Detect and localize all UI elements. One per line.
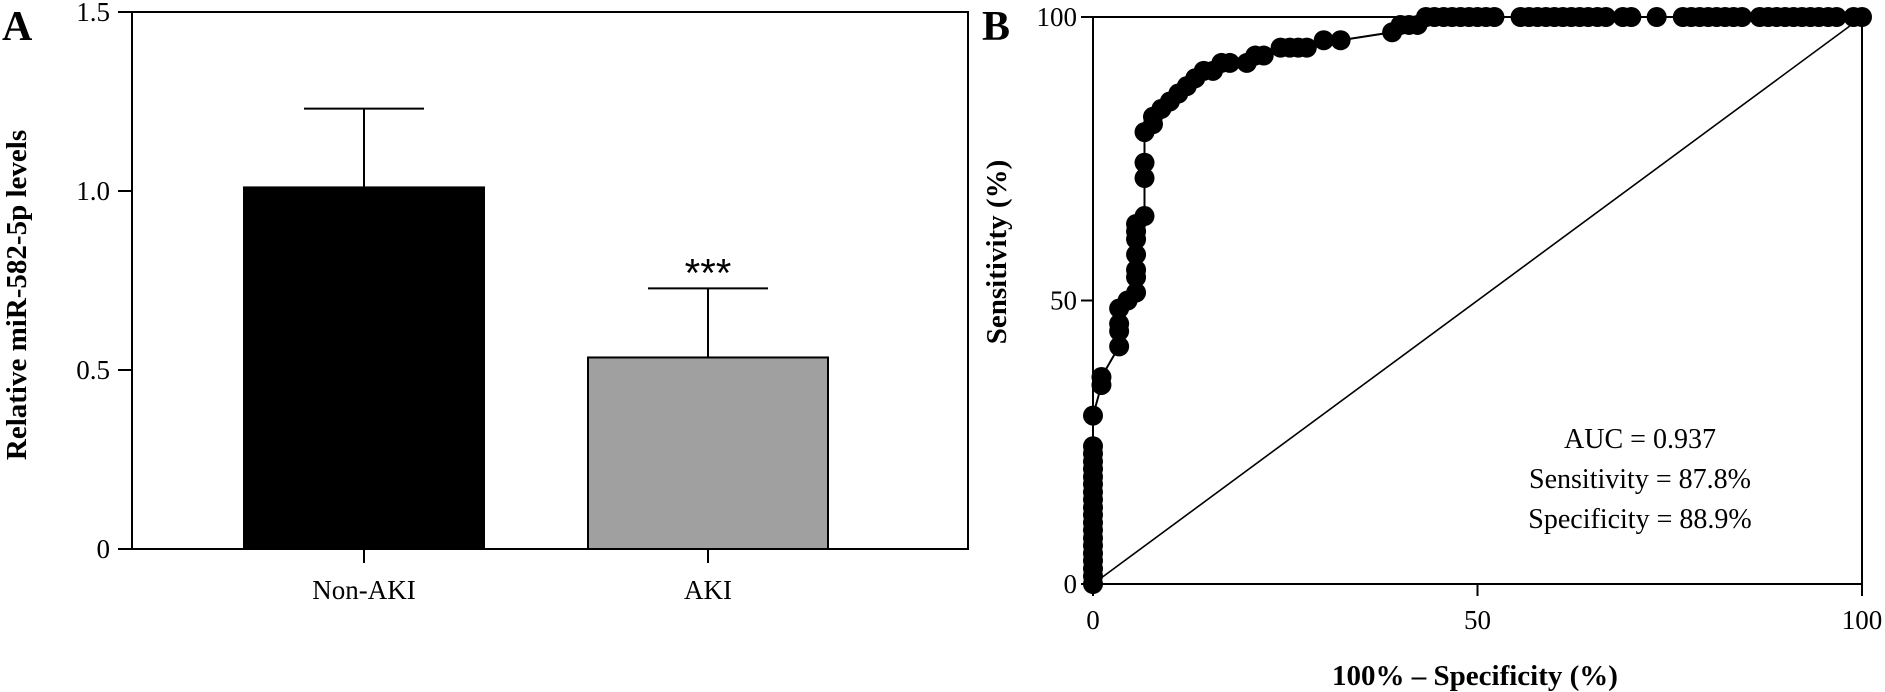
roc-point bbox=[1313, 30, 1334, 51]
bar-y-tick-label: 1.5 bbox=[76, 0, 110, 27]
bar-y-tick-label: 0 bbox=[97, 534, 111, 564]
sensitivity-annotation: Sensitivity = 87.8% bbox=[1529, 464, 1751, 495]
bar-plot-frame bbox=[131, 11, 969, 550]
roc-annotations: AUC = 0.937 Sensitivity = 87.8% Specific… bbox=[1528, 424, 1751, 535]
bar-y-tick-label: 1.0 bbox=[76, 176, 110, 206]
bar-error-bars bbox=[304, 107, 768, 358]
reference-diagonal-line bbox=[1092, 16, 1863, 585]
roc-point bbox=[1126, 259, 1147, 280]
roc-points bbox=[1083, 7, 1872, 594]
category-label: Non-AKI bbox=[312, 575, 415, 605]
bar-aki bbox=[587, 356, 829, 550]
bars bbox=[243, 186, 829, 550]
auc-annotation: AUC = 0.937 bbox=[1564, 424, 1716, 455]
roc-y-axis-title: Sensitivity (%) bbox=[981, 160, 1013, 344]
roc-point bbox=[1134, 168, 1155, 189]
roc-x-tick-label: 0 bbox=[1086, 605, 1100, 635]
bar-y-tick-label: 0.5 bbox=[76, 355, 110, 385]
roc-x-axis-title: 100% – Specificity (%) bbox=[1332, 660, 1618, 692]
roc-point bbox=[1134, 206, 1155, 227]
bar-non-aki bbox=[243, 186, 485, 550]
roc-point bbox=[1253, 45, 1274, 66]
roc-point bbox=[1126, 282, 1147, 303]
roc-point bbox=[1134, 152, 1155, 173]
roc-point bbox=[1296, 37, 1317, 58]
roc-point bbox=[1091, 367, 1112, 388]
panel-label-a: A bbox=[2, 4, 33, 50]
roc-y-tick-label: 50 bbox=[1050, 286, 1077, 316]
bar-category-labels: Non-AKI AKI bbox=[312, 549, 732, 605]
roc-plot-frame bbox=[1092, 16, 1863, 585]
roc-point bbox=[1219, 52, 1240, 73]
roc-chart-panel: B Sensitivity (%) 100% – Specificity (%)… bbox=[981, 2, 1882, 692]
significance-markers: *** bbox=[685, 251, 732, 295]
bar-chart-panel: A Relative miR-582-5p levels 00.51.01.5 … bbox=[1, 0, 969, 605]
roc-y-tick-label: 0 bbox=[1064, 569, 1078, 599]
significance-label: *** bbox=[685, 251, 732, 295]
category-label: AKI bbox=[684, 575, 732, 605]
bar-y-ticks: 0 0.5 1.0 1.5 bbox=[76, 0, 132, 564]
roc-point bbox=[1109, 313, 1130, 334]
roc-point bbox=[1330, 30, 1351, 51]
roc-x-tick-label: 50 bbox=[1464, 605, 1491, 635]
roc-point bbox=[1126, 244, 1147, 265]
specificity-annotation: Specificity = 88.9% bbox=[1528, 504, 1751, 535]
panel-label-b: B bbox=[982, 4, 1010, 50]
roc-point bbox=[1109, 336, 1130, 357]
roc-x-tick-label: 100 bbox=[1842, 605, 1883, 635]
roc-y-tick-label: 100 bbox=[1037, 2, 1078, 32]
bar-y-axis-title: Relative miR-582-5p levels bbox=[1, 130, 33, 460]
